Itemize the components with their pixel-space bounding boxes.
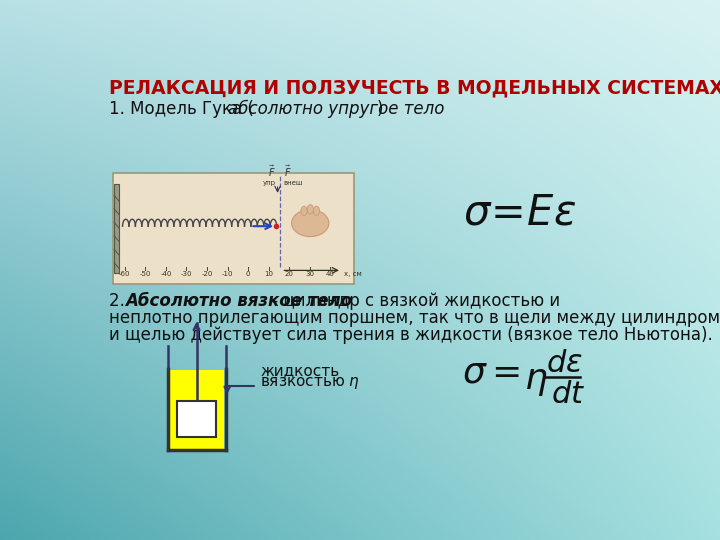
Bar (168, 370, 225, 449)
Text: $\sigma=$: $\sigma=$ (462, 356, 521, 390)
Text: жидкость: жидкость (261, 363, 340, 378)
Bar (114, 184, 120, 273)
Text: -50: -50 (140, 271, 151, 277)
Ellipse shape (292, 210, 329, 237)
Text: $\vec{F}$: $\vec{F}$ (284, 164, 292, 179)
Ellipse shape (307, 205, 313, 214)
Bar (113, 173, 354, 284)
Text: 30: 30 (305, 271, 314, 277)
Text: -20: -20 (202, 271, 212, 277)
Ellipse shape (313, 206, 320, 215)
Text: $\vec{F}$: $\vec{F}$ (269, 164, 276, 179)
Text: абсолютно упругое тело: абсолютно упругое тело (228, 100, 444, 118)
Text: РЕЛАКСАЦИЯ И ПОЛЗУЧЕСТЬ В МОДЕЛЬНЫХ СИСТЕМАХ: РЕЛАКСАЦИЯ И ПОЛЗУЧЕСТЬ В МОДЕЛЬНЫХ СИСТ… (109, 79, 720, 98)
Text: неплотно прилегающим поршнем, так что в щели между цилиндром: неплотно прилегающим поршнем, так что в … (109, 309, 720, 327)
Text: 2.: 2. (109, 292, 130, 310)
Text: -10: -10 (222, 271, 233, 277)
Text: 1. Модель Гука (: 1. Модель Гука ( (109, 100, 254, 118)
Text: -30: -30 (181, 271, 192, 277)
Text: вязкостью $\eta$: вязкостью $\eta$ (261, 375, 361, 391)
Text: x, см: x, см (344, 271, 362, 277)
Text: 0: 0 (246, 271, 251, 277)
Ellipse shape (301, 206, 307, 215)
Text: и щелью действует сила трения в жидкости (вязкое тело Ньютона).: и щелью действует сила трения в жидкости… (109, 326, 713, 344)
Text: $\eta$: $\eta$ (524, 363, 548, 397)
Text: $\sigma\!=\!E\varepsilon$: $\sigma\!=\!E\varepsilon$ (464, 192, 577, 234)
Text: 10: 10 (264, 271, 273, 277)
Text: - цилиндр с вязкой жидкостью и: - цилиндр с вязкой жидкостью и (266, 292, 560, 310)
Text: ): ) (377, 100, 383, 118)
Text: Абсолютно вязкое тело: Абсолютно вязкое тело (125, 292, 352, 310)
Text: 20: 20 (284, 271, 294, 277)
Text: -60: -60 (119, 271, 130, 277)
Text: $d\varepsilon$: $d\varepsilon$ (546, 349, 582, 378)
Bar (177, 401, 216, 437)
Text: внеш: внеш (284, 180, 303, 186)
Text: 40: 40 (326, 271, 335, 277)
Text: -40: -40 (161, 271, 171, 277)
Text: упр: упр (263, 180, 276, 186)
Text: $dt$: $dt$ (551, 380, 585, 409)
